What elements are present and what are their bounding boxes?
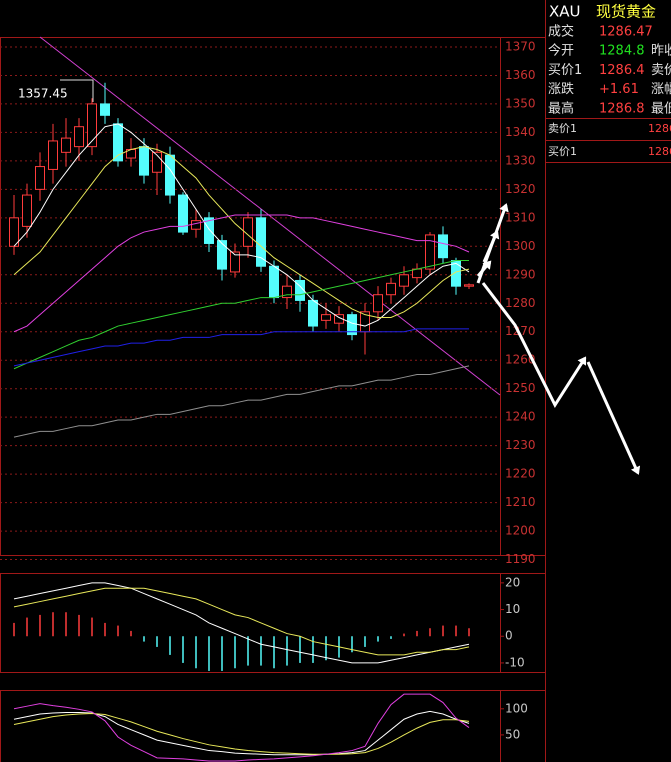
candle-body	[438, 234, 448, 259]
depth-value: 1286	[648, 122, 671, 135]
quote-value: 1284.8	[599, 44, 645, 59]
quote-value: 1286.8	[599, 101, 645, 116]
candle-body	[386, 282, 396, 296]
candle-body	[321, 314, 331, 321]
y-tick-label: 100	[505, 701, 528, 715]
quote-value: +1.61	[599, 82, 639, 97]
candle-body	[256, 217, 266, 267]
candle-body	[269, 265, 279, 299]
y-tick-label: 1200	[505, 524, 536, 538]
candle-body	[308, 299, 318, 327]
indicator-line	[13, 146, 470, 318]
candle-body	[464, 284, 474, 287]
instrument-name: 现货黄金	[596, 3, 656, 21]
indicator-line	[13, 693, 470, 762]
candle-body	[87, 103, 97, 148]
candle-body	[22, 194, 32, 227]
y-tick-label: 1300	[505, 239, 536, 253]
y-tick-label: 10	[505, 602, 520, 616]
y-tick-label: 1280	[505, 296, 536, 310]
quote-label: 涨跌	[548, 81, 574, 97]
quote-label: 涨幅	[651, 82, 671, 97]
y-tick-label: 1220	[505, 467, 536, 481]
candle-body	[152, 151, 162, 173]
y-tick-label: 1290	[505, 267, 536, 281]
high-annotation: 1357.45	[18, 87, 68, 101]
y-tick-label: 1310	[505, 210, 536, 224]
candle-body	[35, 166, 45, 190]
candle-body	[204, 217, 214, 244]
indicator-line	[13, 582, 470, 664]
candle-body	[139, 146, 149, 176]
y-tick-label: 1320	[505, 182, 536, 196]
trend-line	[39, 36, 501, 396]
y-tick-label: 1240	[505, 410, 536, 424]
indicator-line	[13, 214, 470, 333]
y-tick-label: 0	[505, 629, 513, 643]
candle-body	[217, 240, 227, 270]
quote-label: 买价1	[548, 63, 582, 78]
forecast-arrows	[476, 203, 641, 475]
candle-body	[334, 314, 344, 324]
indicator-line	[13, 365, 470, 438]
candle-body	[412, 268, 422, 279]
y-tick-label: 1350	[505, 96, 536, 110]
y-tick-label: 1340	[505, 125, 536, 139]
candle-body	[48, 140, 58, 170]
candle-body	[373, 294, 383, 313]
indicator-line	[13, 712, 470, 755]
candle-body	[191, 220, 201, 230]
plot: 1370 1360 1350 1340 1330 1320 1310 1300 1290 1280…	[0, 39, 536, 762]
candle-body	[425, 234, 435, 270]
quote-label: 昨收	[651, 44, 671, 59]
candle-body	[178, 194, 188, 233]
y-tick-label: 1210	[505, 495, 536, 509]
candle-body	[100, 103, 110, 116]
y-tick-label: 1250	[505, 381, 536, 395]
candle-body	[230, 251, 240, 273]
indicator-line	[13, 587, 470, 656]
indicator-line	[13, 328, 469, 367]
candle-body	[9, 217, 19, 247]
y-tick-label: 1260	[505, 353, 536, 367]
y-tick-label: 1370	[505, 39, 536, 53]
quote-value: 1286.4	[599, 63, 645, 78]
y-tick-label: 1270	[505, 324, 536, 338]
candle-body	[243, 217, 253, 247]
quote-label: 卖价	[651, 63, 671, 78]
y-tick-label: 1190	[505, 552, 536, 566]
y-tick-label: 50	[505, 727, 520, 741]
depth-label: 买价1	[548, 145, 577, 158]
y-tick-label: 20	[505, 575, 520, 589]
candle-body	[74, 126, 84, 148]
indicator-line	[13, 123, 470, 327]
quote-label: 最高	[548, 100, 574, 116]
indicator-line	[13, 710, 470, 756]
quote-label: 成交	[548, 24, 574, 40]
symbol: XAU	[549, 3, 581, 21]
y-tick-label: 1360	[505, 68, 536, 82]
y-tick-label: 1230	[505, 438, 536, 452]
quote-label: 最低	[651, 101, 671, 116]
indicator-line	[13, 260, 469, 370]
quote-label: 今开	[548, 43, 574, 59]
depth-label: 卖价1	[548, 122, 577, 135]
y-tick-label: -10	[505, 655, 525, 669]
candle-body	[282, 285, 292, 299]
depth-value: 1286	[648, 145, 671, 158]
y-tick-label: 1330	[505, 153, 536, 167]
annotation-leader	[60, 79, 94, 102]
candle-body	[61, 137, 71, 153]
quote-value: 1286.47	[599, 25, 653, 40]
candle-body	[399, 274, 409, 287]
